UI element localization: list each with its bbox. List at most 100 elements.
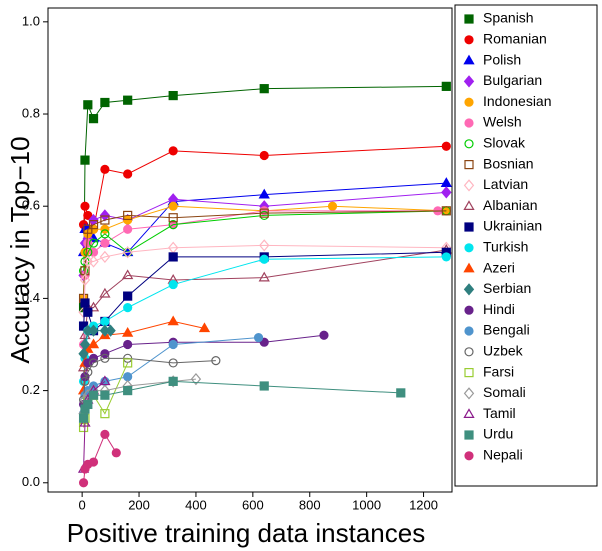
series-line <box>83 244 447 313</box>
legend-marker <box>464 139 474 149</box>
x-tick-label: 400 <box>185 497 207 512</box>
data-point <box>78 478 89 488</box>
legend-label: Somali <box>483 384 526 400</box>
data-point <box>441 141 451 151</box>
legend-label: Tamil <box>483 405 516 421</box>
legend-marker <box>464 160 474 170</box>
y-tick-label: 0.6 <box>22 198 40 213</box>
data-point <box>123 169 133 179</box>
data-point <box>88 324 99 337</box>
data-point <box>441 252 451 262</box>
legend-marker <box>463 75 475 88</box>
data-point <box>87 338 100 349</box>
data-point <box>78 347 89 360</box>
data-point <box>168 213 178 223</box>
data-point <box>168 279 178 290</box>
series-line <box>83 256 447 382</box>
data-point <box>100 353 110 363</box>
legend-label: Indonesian <box>483 93 552 109</box>
legend-marker <box>463 200 475 210</box>
x-tick-label: 0 <box>79 497 86 512</box>
data-point <box>211 356 221 366</box>
data-point <box>100 390 110 400</box>
series-line <box>83 380 106 469</box>
data-point <box>190 372 202 386</box>
legend-label: Hindi <box>483 301 515 317</box>
legend-marker <box>464 326 474 336</box>
data-point <box>123 385 133 396</box>
data-point <box>259 254 269 264</box>
data-point <box>83 224 93 234</box>
data-point <box>83 367 93 377</box>
series-line <box>83 433 117 483</box>
data-point <box>168 90 178 101</box>
data-point <box>111 448 121 458</box>
data-point <box>88 358 99 368</box>
y-tick-label: 0.8 <box>22 105 40 120</box>
data-point <box>441 186 452 199</box>
legend-marker <box>463 262 475 273</box>
data-point <box>88 255 99 268</box>
y-tick-label: 0.2 <box>22 382 40 397</box>
legend-marker <box>464 243 474 253</box>
data-point <box>122 246 133 259</box>
data-point <box>168 358 178 368</box>
data-point <box>167 315 179 326</box>
y-axis-label: Accuracy in Top−10 <box>5 136 35 363</box>
data-point <box>100 164 110 174</box>
legend-marker <box>464 430 474 440</box>
data-point <box>83 210 93 221</box>
data-point <box>123 358 133 368</box>
data-point <box>80 298 90 308</box>
data-point <box>100 238 110 248</box>
data-point <box>259 381 269 391</box>
legend-label: Albanian <box>483 197 538 213</box>
data-point <box>80 201 90 211</box>
legend-marker <box>464 97 474 107</box>
data-point <box>258 188 270 199</box>
data-point <box>123 291 133 301</box>
data-point <box>123 353 133 363</box>
data-point <box>99 250 111 264</box>
data-point <box>80 155 90 165</box>
data-point <box>168 376 178 386</box>
data-point <box>441 206 451 216</box>
data-point <box>441 81 451 91</box>
series-line <box>83 249 447 368</box>
data-point <box>83 307 93 317</box>
data-point <box>88 390 99 400</box>
data-point <box>123 339 133 350</box>
legend-label: Latvian <box>483 176 528 192</box>
x-tick-label: 1200 <box>409 497 438 512</box>
data-point <box>88 457 99 467</box>
data-point <box>198 322 211 333</box>
data-point <box>123 372 133 382</box>
legend-label: Polish <box>483 51 521 67</box>
data-point <box>79 338 91 351</box>
data-point <box>100 97 110 108</box>
legend-marker <box>463 283 475 296</box>
data-point <box>396 388 406 398</box>
data-point <box>327 201 338 211</box>
legend-label: Urdu <box>483 426 513 442</box>
data-point <box>99 287 111 298</box>
series-line <box>83 334 325 405</box>
data-point <box>168 201 178 211</box>
legend-label: Welsh <box>483 114 522 130</box>
legend-label: Nepali <box>483 447 523 463</box>
data-point <box>123 303 133 313</box>
series-line <box>83 251 447 332</box>
data-point <box>100 409 110 419</box>
data-point <box>78 413 89 423</box>
data-point <box>79 273 91 287</box>
data-point <box>88 220 99 230</box>
legend-box <box>454 4 598 487</box>
data-point <box>100 429 110 439</box>
data-point <box>100 229 110 239</box>
legend-label: Ukrainian <box>483 218 542 234</box>
data-point <box>88 238 99 248</box>
data-point <box>83 399 93 410</box>
data-point <box>83 100 93 110</box>
data-point <box>88 114 99 124</box>
